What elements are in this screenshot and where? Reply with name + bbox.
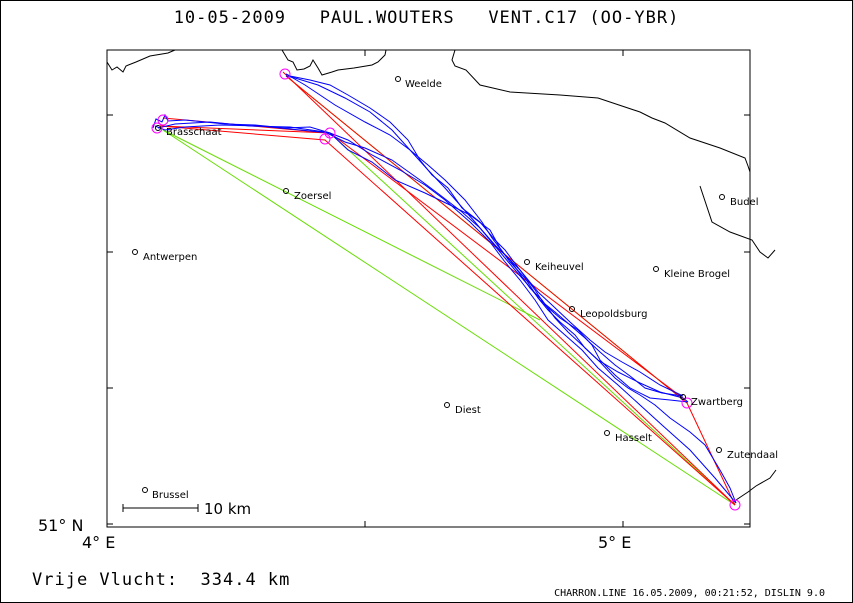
place-zoersel: Zoersel: [283, 188, 331, 202]
places: Weelde Brasschaat Zoersel Budel Antwerpe…: [132, 76, 778, 501]
title-date: 10-05-2009: [173, 8, 287, 28]
flight-summary: Vrije Vlucht: 334.4 km: [32, 570, 291, 590]
turnpoint-6: [681, 397, 693, 409]
place-hasselt: Hasselt: [604, 430, 652, 444]
turnpoint-7: [729, 499, 741, 511]
place-brussel: Brussel: [142, 487, 189, 501]
turnpoint-1: [279, 68, 291, 80]
place-weelde: Weelde: [395, 76, 442, 90]
place-label: Keiheuvel: [535, 262, 584, 273]
frame-ticks: [106, 50, 750, 527]
lat-label: 51° N: [38, 516, 83, 535]
place-label: Diest: [455, 405, 481, 416]
place-zutendaal: Zutendaal: [716, 447, 778, 461]
turnpoint-3: [151, 122, 163, 134]
place-label: Kleine Brogel: [664, 269, 730, 280]
credit-line: CHARRON.LINE 16.05.2009, 00:21:52, DISLI…: [554, 588, 825, 599]
track-segment-2: [154, 124, 737, 504]
red-leg-2: [282, 71, 736, 506]
place-antwerpen: Antwerpen: [132, 249, 197, 263]
place-kleine-brogel: Kleine Brogel: [653, 266, 730, 280]
place-diest: Diest: [444, 402, 481, 416]
track-segment-1: [152, 113, 737, 504]
scale-bar-label: 10 km: [204, 500, 251, 518]
map-frame: [106, 49, 751, 528]
turnpoint-2: [157, 114, 169, 126]
place-label: Antwerpen: [143, 252, 197, 263]
place-zwartberg: Zwartberg: [680, 394, 743, 408]
lon-label-4e: 4° E: [82, 533, 115, 552]
flight-title: 10-05-2009 PAUL.WOUTERS VENT.C17 (OO-YBR…: [0, 8, 853, 28]
place-label: Brussel: [152, 490, 189, 501]
green-leg-2: [162, 129, 736, 506]
place-keiheuvel: Keiheuvel: [524, 259, 584, 273]
place-label: Zwartberg: [691, 397, 743, 408]
border-baarle: [281, 49, 387, 76]
green-leg-1: [162, 129, 541, 321]
gps-track: [152, 73, 737, 504]
turnpoint-5: [319, 133, 331, 145]
turnpoints: [151, 68, 741, 511]
scale-bar: [122, 504, 199, 512]
title-pilot: PAUL.WOUTERS: [319, 8, 455, 28]
title-glider: VENT.C17 (OO-YBR): [488, 8, 680, 28]
place-label: Weelde: [405, 79, 442, 90]
place-budel: Budel: [719, 194, 758, 208]
border-north: [106, 49, 176, 73]
green-leg-4: [329, 132, 736, 506]
border-east: [451, 49, 751, 173]
place-label: Hasselt: [615, 433, 652, 444]
place-leopoldsburg: Leopoldsburg: [569, 306, 647, 320]
track-segment-5: [285, 73, 684, 397]
border-south: [735, 469, 777, 501]
border-budel: [699, 185, 776, 259]
lon-label-5e: 5° E: [598, 533, 631, 552]
country-borders: [106, 49, 777, 501]
track-segment-6: [285, 75, 684, 397]
place-brasschaat: Brasschaat: [155, 125, 222, 138]
place-label: Budel: [730, 197, 758, 208]
place-label: Brasschaat: [166, 127, 222, 138]
track-segment-4: [285, 73, 689, 403]
place-label: Leopoldsburg: [580, 309, 647, 320]
place-label: Zutendaal: [727, 450, 778, 461]
place-label: Zoersel: [294, 191, 331, 202]
